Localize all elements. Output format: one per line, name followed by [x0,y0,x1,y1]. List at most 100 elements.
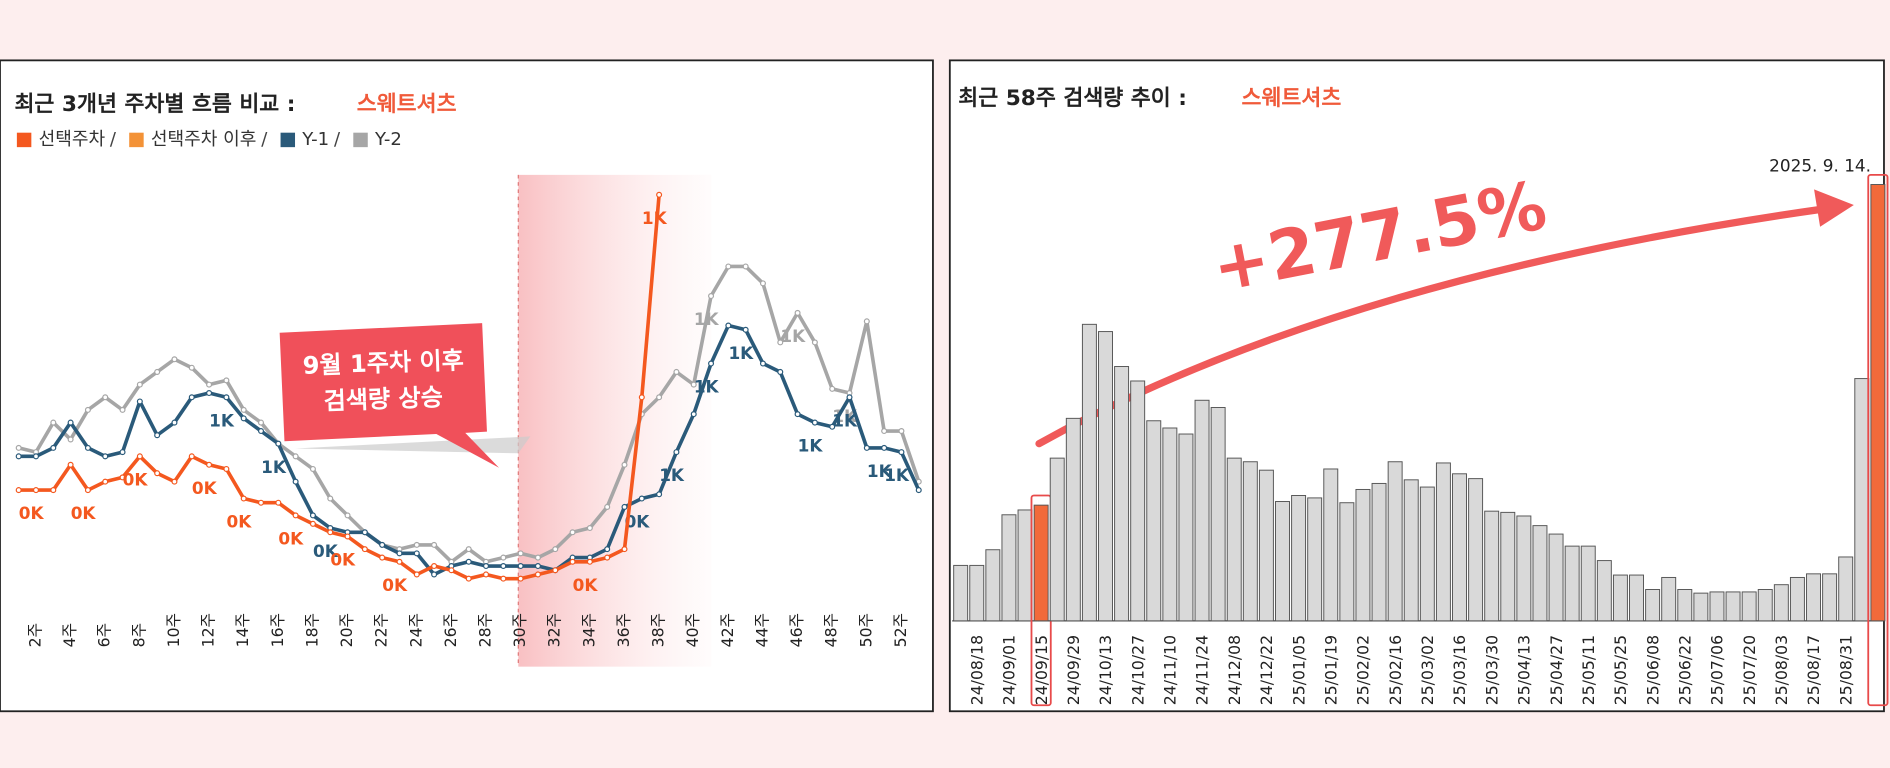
bar [1854,378,1870,622]
bar [1564,545,1580,622]
bar [1452,473,1467,622]
bar [1323,468,1339,622]
bar [1033,504,1049,622]
data-point [240,406,247,413]
chart-product: 스웨트셔츠 [357,92,457,117]
bar [1146,420,1162,622]
data-point [136,381,143,388]
data-point [846,394,853,401]
bar [1001,514,1017,622]
x-tick-label: 25/03/30 [1482,635,1501,705]
value-label: 0K [123,469,149,489]
bar [1403,479,1419,622]
data-point [50,444,57,451]
x-tick-label: 25/05/11 [1579,635,1598,705]
legend-separator: / [334,129,341,150]
data-point [379,554,386,561]
value-label: 1K [642,208,668,228]
data-point [240,415,247,422]
data-point [759,280,766,287]
bar [1709,591,1725,622]
legend-label: Y-1 [301,129,329,150]
value-label: 0K [330,550,356,570]
value-label: 0K [19,503,45,523]
x-tick-label: 2주 [25,623,44,647]
bar [1355,488,1371,622]
annotation-bubble: 9월 1주차 이후 검색량 상승 [279,323,531,468]
data-point [915,487,922,494]
value-label: 1K [694,309,720,329]
x-tick-label: 24/11/24 [1193,635,1212,705]
data-point [154,432,161,439]
data-point [292,478,299,485]
bar [1516,515,1532,622]
value-label: 0K [226,512,252,532]
value-label: 1K [261,457,287,477]
data-point [604,503,611,510]
data-point [206,461,213,468]
data-point [517,575,524,582]
legend-separator: / [261,129,268,150]
chart-title: 최근 3개년 주차별 흐름 비교 : [14,92,295,117]
data-point [621,546,628,553]
x-tick-label: 24/09/29 [1064,635,1083,705]
x-tick-label: 26주 [441,613,460,647]
x-tick-label: 8주 [129,623,148,647]
data-point [534,571,541,578]
x-tick-label: 25/03/02 [1418,635,1437,705]
x-tick-label: 24/12/08 [1225,635,1244,705]
data-point [811,339,818,346]
x-tick-label: 38주 [649,613,668,647]
data-point [621,461,628,468]
data-point [171,419,178,426]
x-tick-label: 16주 [268,613,287,647]
bar [1435,462,1451,622]
data-point [119,449,126,456]
x-tick-label: 22주 [372,613,391,647]
data-point [188,394,195,401]
bar [1130,380,1146,622]
data-point [465,558,472,565]
legend-swatch [280,132,296,148]
data-point [483,571,490,578]
data-point [604,546,611,553]
x-tick-label: 20주 [337,613,356,647]
data-point [67,461,74,468]
value-label: 0K [71,503,97,523]
bar [1210,407,1226,622]
data-point [102,478,109,485]
value-label: 1K [832,406,858,426]
data-point [206,381,213,388]
right-chart: 최근 58주 검색량 추이 : 스웨트셔츠 2025. 9. 14. +277.… [952,86,1889,707]
data-point [15,453,22,460]
data-point [742,326,749,333]
bar [1661,576,1677,622]
annotation-line: 검색량 상승 [323,383,443,415]
x-tick-label: 28주 [476,613,495,647]
x-tick-label: 12주 [199,613,218,647]
data-point [673,368,680,375]
data-point [327,529,334,536]
data-point [119,406,126,413]
data-point [690,411,697,418]
x-tick-label: 24/12/22 [1257,635,1276,705]
data-point [396,550,403,557]
bar [1500,511,1516,622]
data-point [136,453,143,460]
x-tick-label: 25/04/27 [1547,635,1566,705]
data-point [569,558,576,565]
data-point [829,423,836,430]
bar [985,549,1001,622]
data-point [240,495,247,502]
data-point [171,478,178,485]
data-point [898,427,905,435]
x-tick-label: 14주 [233,613,252,647]
bar [1838,556,1854,622]
data-point [275,440,282,447]
x-tick-label: 25/06/22 [1675,635,1694,705]
data-point [413,550,420,557]
bar [1275,501,1290,622]
x-tick-label: 32주 [545,613,564,647]
data-point [690,381,697,388]
legend-swatch [129,132,144,148]
